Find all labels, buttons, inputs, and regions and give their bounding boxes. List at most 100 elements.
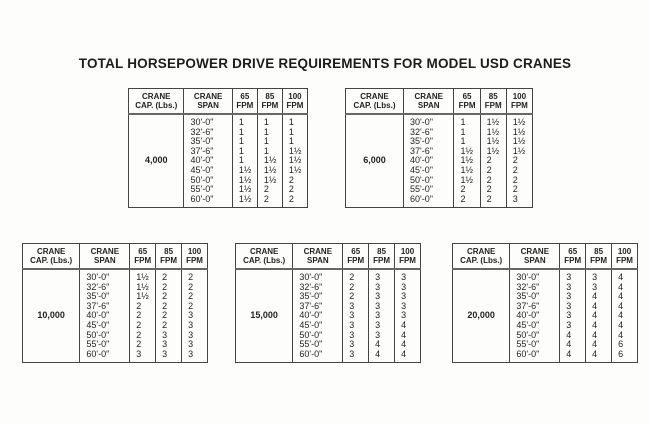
header-line: FPM <box>458 101 476 110</box>
span-value: 55'-0" <box>409 184 433 195</box>
hp-value: 4 <box>592 300 598 311</box>
hp-value: 3 <box>566 300 572 311</box>
fpm65-column: 1 1 1 1 1 1½ 1½ 1½ 1½ <box>231 114 258 208</box>
hp-value: 1 <box>288 126 294 137</box>
hp-value: 2 <box>512 174 518 185</box>
hp-value: 3 <box>188 329 194 340</box>
header-fpm100: 100 FPM <box>394 243 421 270</box>
hp-value: 2 <box>188 300 194 311</box>
hp-value: 1 <box>460 126 466 137</box>
hp-value: 2 <box>460 184 466 195</box>
header-line: 85 <box>488 92 498 101</box>
hp-value: 4 <box>375 339 381 350</box>
hp-value: 1 <box>238 126 244 137</box>
header-line: SPAN <box>197 101 219 110</box>
fpm85-column: 1 1 1 1 1½ 1½ 1½ 2 2 <box>256 114 283 208</box>
hp-value: 2 <box>263 193 269 204</box>
hp-value: 3 <box>375 291 381 302</box>
hp-value: 4 <box>592 291 598 302</box>
span-value: 40'-0" <box>86 310 110 321</box>
hp-value: 1½ <box>288 155 302 166</box>
hp-value: 2 <box>188 272 194 282</box>
hp-value: 3 <box>512 193 518 204</box>
header-line: CRANE <box>520 247 550 256</box>
header-line: FPM <box>134 256 152 265</box>
span-value: 60'-0" <box>190 193 214 204</box>
span-value: 60'-0" <box>86 348 110 359</box>
hp-value: 1½ <box>486 126 500 137</box>
hp-value: 4 <box>592 339 598 350</box>
hp-value: 3 <box>566 319 572 330</box>
hp-value: 3 <box>162 348 168 359</box>
span-column: 30'-0" 32'-6" 35'-0" 37'-6" 40'-0" 45'-0" 50'-… <box>79 269 130 363</box>
header-line: SPAN <box>306 256 329 265</box>
hp-value: 3 <box>375 272 381 282</box>
hp-value: 6 <box>618 348 624 359</box>
capacity-cell: 15,000 <box>250 310 278 321</box>
hp-value: 1 <box>288 136 294 147</box>
header-span: CRANE SPAN <box>79 243 130 270</box>
hp-value: 2 <box>162 281 168 292</box>
hp-value: 4 <box>375 348 381 359</box>
hp-value: 3 <box>401 281 407 292</box>
hp-value: 4 <box>566 348 572 359</box>
hp-value: 2 <box>512 184 518 195</box>
hp-value: 3 <box>566 281 572 292</box>
header-row: CRANE CAP. (Lbs.) CRANE SPAN 65 FPM 85 FPM 100 FP… <box>235 243 421 270</box>
hp-value: 2 <box>512 155 518 166</box>
span-value: 30'-0" <box>409 117 433 127</box>
header-line: 65 <box>568 247 578 256</box>
span-value: 35'-0" <box>86 291 110 302</box>
span-value: 32'-6" <box>409 126 433 137</box>
span-value: 35'-0" <box>409 136 433 147</box>
hp-value: 3 <box>592 272 598 282</box>
capacity-cell: 20,000 <box>467 310 495 321</box>
hp-value: 3 <box>375 319 381 330</box>
header-line: 85 <box>377 247 387 256</box>
hp-value: 1½ <box>460 164 473 175</box>
hp-value: 1½ <box>136 291 149 302</box>
hp-value: 3 <box>401 272 407 282</box>
hp-value: 4 <box>592 319 598 330</box>
span-value: 40'-0" <box>516 310 540 321</box>
header-line: CAP. (Lbs.) <box>353 101 396 110</box>
hp-value: 1½ <box>486 117 500 127</box>
capacity-cell: 6,000 <box>363 155 386 166</box>
hp-table-15000: CRANE CAP. (Lbs.) CRANE SPAN 65 FPM 85 FPM 100 FP… <box>235 243 421 364</box>
hp-value: 3 <box>375 310 381 321</box>
hp-value: 1 <box>263 126 269 137</box>
hp-value: 1 <box>238 136 244 147</box>
header-row: CRANE CAP. (Lbs.) CRANE SPAN 65 FPM 85 FPM 100 FP… <box>22 243 208 270</box>
hp-table-4000: CRANE CAP. (Lbs.) CRANE SPAN 65 FPM 85 FPM 100 FP… <box>128 88 308 209</box>
header-line: CRANE <box>360 92 389 101</box>
span-value: 32'-6" <box>516 281 540 292</box>
hp-value: 2 <box>486 184 492 195</box>
span-value: 55'-0" <box>516 339 540 350</box>
hp-value: 1½ <box>263 155 277 166</box>
hp-value: 1½ <box>460 155 473 166</box>
span-value: 37'-6" <box>409 145 433 156</box>
hp-value: 2 <box>486 193 492 204</box>
header-line: CAP. (Lbs.) <box>243 256 286 265</box>
capacity-cell: 4,000 <box>144 155 168 166</box>
fpm100-column: 1 1 1 1½ 1½ 1½ 2 2 2 <box>281 114 308 208</box>
hp-value: 2 <box>162 310 168 321</box>
hp-value: 1 <box>263 117 269 127</box>
hp-value: 1 <box>238 145 244 156</box>
hp-value: 3 <box>136 348 142 359</box>
hp-value: 1½ <box>136 281 149 292</box>
header-capacity: CRANE CAP. (Lbs.) <box>128 88 184 115</box>
header-fpm85: 85 FPM <box>368 243 395 270</box>
hp-value: 3 <box>349 339 355 350</box>
header-line: 65 <box>240 92 250 101</box>
span-value: 55'-0" <box>299 339 323 350</box>
hp-value: 2 <box>486 155 492 166</box>
hp-value: 1½ <box>486 136 500 147</box>
hp-value: 4 <box>592 310 598 321</box>
hp-table-10000: CRANE CAP. (Lbs.) CRANE SPAN 65 FPM 85 FPM 100 FP… <box>22 243 208 364</box>
header-row: CRANE CAP. (Lbs.) CRANE SPAN 65 FPM 85 FPM 100 FP… <box>128 88 308 115</box>
span-value: 32'-6" <box>299 281 323 292</box>
hp-value: 2 <box>136 319 142 330</box>
